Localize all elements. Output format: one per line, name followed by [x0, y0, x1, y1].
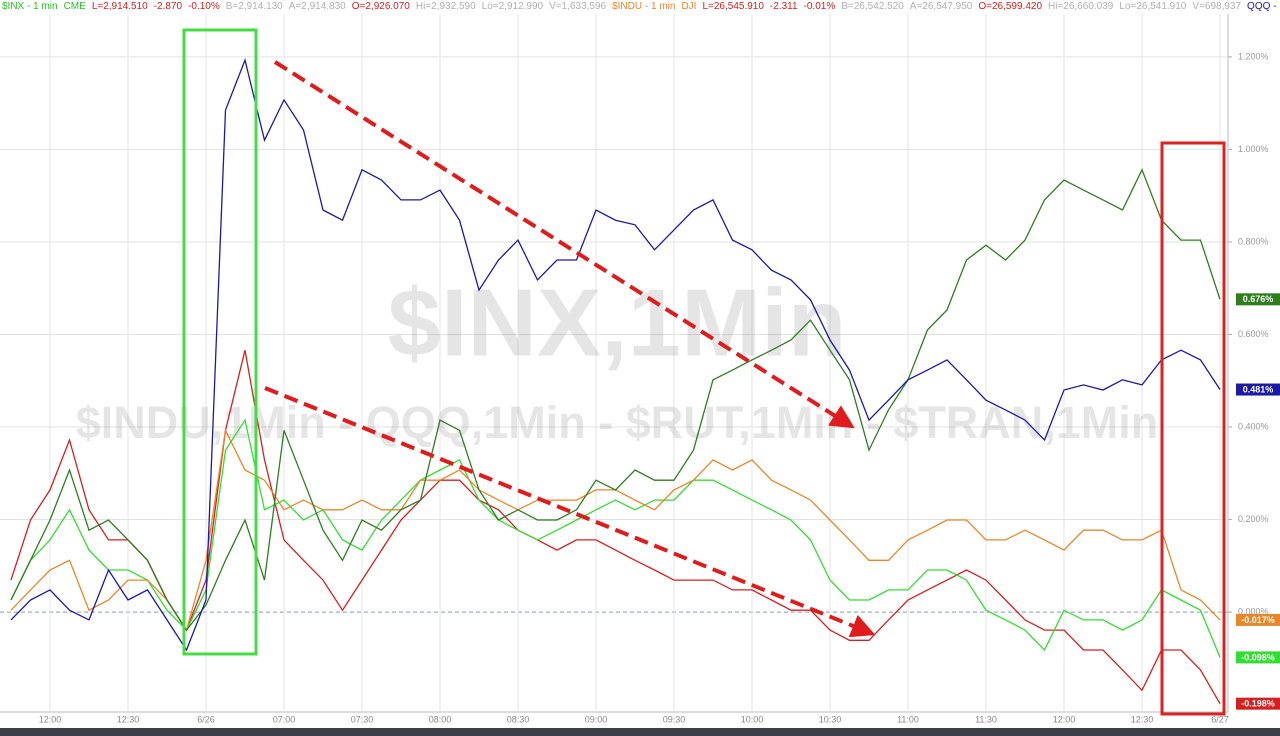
header-item: O=26,599.420	[978, 1, 1043, 12]
x-tick-label: 10:00	[741, 714, 764, 724]
header-item: L=2,914.510	[91, 1, 148, 12]
header-item: Lo=2,912.990	[481, 1, 544, 12]
x-tick-label: 10:30	[819, 714, 842, 724]
header-item: -0.01%	[803, 1, 836, 12]
last-value-label: -0.198%	[1241, 699, 1275, 709]
header-item: L=26,545.910	[702, 1, 764, 12]
header-item: -2.870	[153, 1, 183, 12]
y-tick-label: 0.800%	[1238, 236, 1269, 246]
bottom-bar	[0, 728, 1280, 736]
last-value-box	[1236, 613, 1280, 626]
x-tick-label: 07:30	[351, 714, 374, 724]
series-line	[10, 168, 1221, 632]
x-tick-label: 11:00	[897, 714, 919, 724]
y-tick-label: 0.000%	[1238, 606, 1269, 616]
header-item: CME	[63, 1, 86, 12]
header-item: B=26,542.520	[841, 1, 904, 12]
x-tick-label: 12:00	[1053, 714, 1076, 724]
header-item: B=2,914.130	[225, 1, 283, 12]
trend-arrow	[264, 386, 876, 638]
series-line	[10, 418, 1221, 658]
y-tick-label: 0.200%	[1238, 514, 1269, 524]
x-tick-label: 12:30	[1131, 714, 1154, 724]
y-tick-label: 0.400%	[1238, 421, 1269, 431]
header-item: $INX - 1 min	[2, 1, 58, 12]
highlight-box	[1160, 141, 1226, 716]
header-item: Lo=26,541.910	[1119, 1, 1187, 12]
y-tick-label: 0.600%	[1238, 329, 1269, 339]
header-item: A=26,547.950	[909, 1, 973, 12]
header-item: DJI	[681, 1, 697, 12]
last-value-box	[1236, 651, 1280, 664]
header-item: V=1,633,596	[549, 1, 607, 12]
x-tick-label: 6/26	[197, 714, 215, 724]
last-value-box	[1236, 697, 1280, 710]
header-item: $INDU - 1 min	[612, 1, 676, 12]
last-value-label: -0.098%	[1241, 652, 1275, 662]
header: $INX - 1 min CME L=2,914.510 -2.870 -0.10% B=…	[2, 1, 1280, 14]
last-value-box	[1236, 293, 1280, 306]
header-item: -2.311	[769, 1, 798, 12]
x-tick-label: 11:30	[975, 714, 997, 724]
series-line	[10, 57, 1221, 652]
labels: 0.000% 0.200% 0.400% 0.600% 0.800% 1.000% 1.20…	[39, 51, 1280, 724]
x-tick-label: 08:00	[429, 714, 452, 724]
trend-arrow	[273, 60, 855, 429]
last-value-label: -0.017%	[1241, 615, 1275, 625]
series-line	[10, 350, 1221, 705]
x-tick-label: 12:30	[117, 714, 140, 724]
header-item: -0.10%	[188, 1, 220, 12]
last-value-box	[1236, 383, 1280, 396]
lines	[10, 57, 1221, 705]
y-tick-label: 1.000%	[1238, 144, 1269, 154]
highlight-box	[182, 28, 258, 656]
header-item: O=2,926.070	[351, 1, 410, 12]
last-value-label: 0.481%	[1243, 384, 1274, 394]
header-item: A=2,914.830	[288, 1, 346, 12]
header-item: V=698,937	[1192, 1, 1242, 12]
header-item: Hi=26,660.039	[1048, 1, 1114, 12]
watermark: $INX,1Min	[388, 269, 847, 376]
x-tick-label: 09:30	[663, 714, 686, 724]
header-item: Hi=2,932.590	[415, 1, 476, 12]
x-tick-label: 07:00	[273, 714, 296, 724]
x-tick-label: 12:00	[39, 714, 62, 724]
y-tick-label: 1.200%	[1238, 51, 1269, 61]
x-tick-label: 09:00	[585, 714, 608, 724]
header-item: QQQ - 1 min	[1247, 1, 1280, 12]
x-tick-label: 08:30	[507, 714, 530, 724]
x-tick-label: 6/27	[1211, 714, 1229, 724]
last-value-label: 0.676%	[1243, 294, 1274, 304]
